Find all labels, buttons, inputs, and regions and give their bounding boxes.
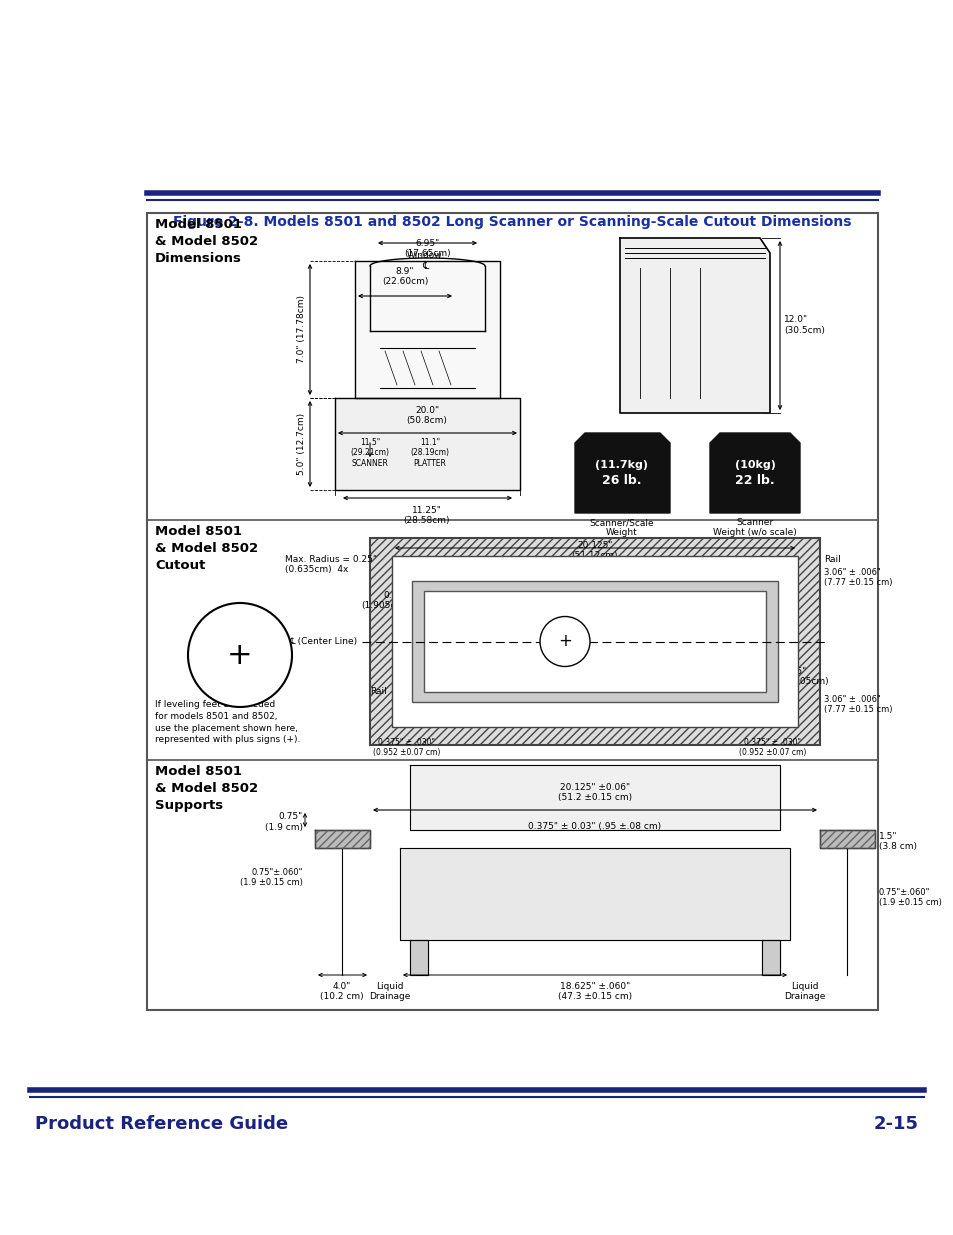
- Text: Window: Window: [407, 251, 442, 261]
- Text: ℄: ℄: [421, 261, 428, 270]
- Text: 0.75"
(1.905cm): 0.75" (1.905cm): [361, 592, 408, 610]
- Text: 0.375" ± .030"
(0.952 ±0.07 cm): 0.375" ± .030" (0.952 ±0.07 cm): [373, 739, 440, 757]
- Text: 7.0" (17.78cm): 7.0" (17.78cm): [296, 295, 306, 363]
- Polygon shape: [575, 433, 669, 513]
- Text: 8.9"
(22.60cm): 8.9" (22.60cm): [381, 267, 428, 287]
- Text: +: +: [558, 632, 572, 651]
- Text: Scanner/Scale
Weight: Scanner/Scale Weight: [589, 517, 654, 537]
- Text: (11.7kg): (11.7kg): [595, 459, 648, 471]
- Text: 0.75"
(1.9 cm): 0.75" (1.9 cm): [265, 813, 303, 831]
- Text: Product Reference Guide: Product Reference Guide: [35, 1115, 288, 1132]
- Text: 20.125" ±0.06"
(51.2 ±0.15 cm): 20.125" ±0.06" (51.2 ±0.15 cm): [558, 783, 632, 802]
- Polygon shape: [619, 238, 769, 412]
- Text: 11.1"
(28.19cm)
PLATTER: 11.1" (28.19cm) PLATTER: [410, 438, 449, 468]
- Bar: [423, 592, 765, 692]
- Text: 11.5"
(29.21cm)
SCANNER: 11.5" (29.21cm) SCANNER: [350, 438, 389, 468]
- Text: 0.75"±.060"
(1.9 ±0.15 cm): 0.75"±.060" (1.9 ±0.15 cm): [240, 868, 303, 888]
- Text: 20.0"
(50.8cm): 20.0" (50.8cm): [406, 405, 447, 425]
- Text: 22 lb.: 22 lb.: [735, 474, 774, 488]
- Bar: [314, 830, 370, 848]
- Polygon shape: [410, 764, 780, 830]
- Text: Max. Radius = 0.25"
(0.635cm)  4x: Max. Radius = 0.25" (0.635cm) 4x: [285, 555, 376, 574]
- Bar: [370, 538, 820, 745]
- Text: 4.0"
(10.2 cm): 4.0" (10.2 cm): [320, 982, 363, 1002]
- Text: 18.625" ±.060"
(47.3 ±0.15 cm): 18.625" ±.060" (47.3 ±0.15 cm): [558, 982, 632, 1002]
- Text: 11.25"
(28.58cm): 11.25" (28.58cm): [403, 506, 450, 525]
- Polygon shape: [399, 848, 789, 940]
- Text: 11.625"
(29.53cm): 11.625" (29.53cm): [571, 638, 618, 658]
- Polygon shape: [335, 398, 519, 490]
- Text: 5.0" (12.7cm): 5.0" (12.7cm): [296, 412, 306, 475]
- Text: 2-15: 2-15: [873, 1115, 918, 1132]
- Text: If leveling feet are needed
for models 8501 and 8502,
use the placement shown he: If leveling feet are needed for models 8…: [154, 700, 300, 745]
- Polygon shape: [709, 433, 800, 513]
- Text: 3.06" ± .006"
(7.77 ±0.15 cm): 3.06" ± .006" (7.77 ±0.15 cm): [823, 695, 892, 714]
- Text: (10kg): (10kg): [734, 459, 775, 471]
- Polygon shape: [355, 261, 499, 398]
- Text: 18.625"
(47.308cm): 18.625" (47.308cm): [568, 558, 620, 578]
- Bar: [392, 556, 797, 727]
- Text: ℄ (Center Line): ℄ (Center Line): [289, 637, 356, 646]
- Polygon shape: [410, 940, 428, 974]
- Text: 0.375" ± .030"
(0.952 ±0.07 cm): 0.375" ± .030" (0.952 ±0.07 cm): [739, 739, 806, 757]
- Text: Scanner
Weight (w/o scale): Scanner Weight (w/o scale): [713, 517, 796, 537]
- Text: +: +: [227, 641, 253, 669]
- Text: 0.75"
(1.905cm): 0.75" (1.905cm): [781, 667, 828, 685]
- Polygon shape: [314, 830, 370, 848]
- Text: 0.75"±.060"
(1.9 ±0.15 cm): 0.75"±.060" (1.9 ±0.15 cm): [878, 888, 941, 908]
- Circle shape: [539, 616, 589, 667]
- Text: 1.5"
(3.8 cm): 1.5" (3.8 cm): [878, 832, 916, 851]
- Polygon shape: [820, 830, 874, 848]
- Text: Liquid
Drainage: Liquid Drainage: [369, 982, 410, 1002]
- Bar: [820, 830, 874, 848]
- Text: Rail: Rail: [823, 555, 840, 564]
- Text: 0.375" ± 0.03" (.95 ±.08 cm): 0.375" ± 0.03" (.95 ±.08 cm): [528, 823, 660, 831]
- Text: Model 8501
& Model 8502
Supports: Model 8501 & Model 8502 Supports: [154, 764, 258, 811]
- Text: Rail: Rail: [370, 687, 387, 695]
- Text: 3.06" ± .006"
(7.77 ±0.15 cm): 3.06" ± .006" (7.77 ±0.15 cm): [823, 568, 892, 588]
- Circle shape: [188, 603, 292, 706]
- Text: 20.125"
(51.12cm): 20.125" (51.12cm): [571, 541, 618, 561]
- Text: Model 8501
& Model 8502
Dimensions: Model 8501 & Model 8502 Dimensions: [154, 219, 258, 266]
- Text: Figure 2-8. Models 8501 and 8502 Long Scanner or Scanning-Scale Cutout Dimension: Figure 2-8. Models 8501 and 8502 Long Sc…: [172, 215, 850, 228]
- Text: Model 8501
& Model 8502
Cutout: Model 8501 & Model 8502 Cutout: [154, 525, 258, 572]
- Text: Liquid
Drainage: Liquid Drainage: [783, 982, 825, 1002]
- Polygon shape: [761, 940, 780, 974]
- Bar: [147, 212, 877, 1010]
- Bar: [412, 580, 778, 701]
- Text: 12.0"
(30.5cm): 12.0" (30.5cm): [783, 315, 824, 335]
- Text: 26 lb.: 26 lb.: [601, 474, 641, 488]
- Text: 6.95"
(17.65cm): 6.95" (17.65cm): [404, 240, 451, 258]
